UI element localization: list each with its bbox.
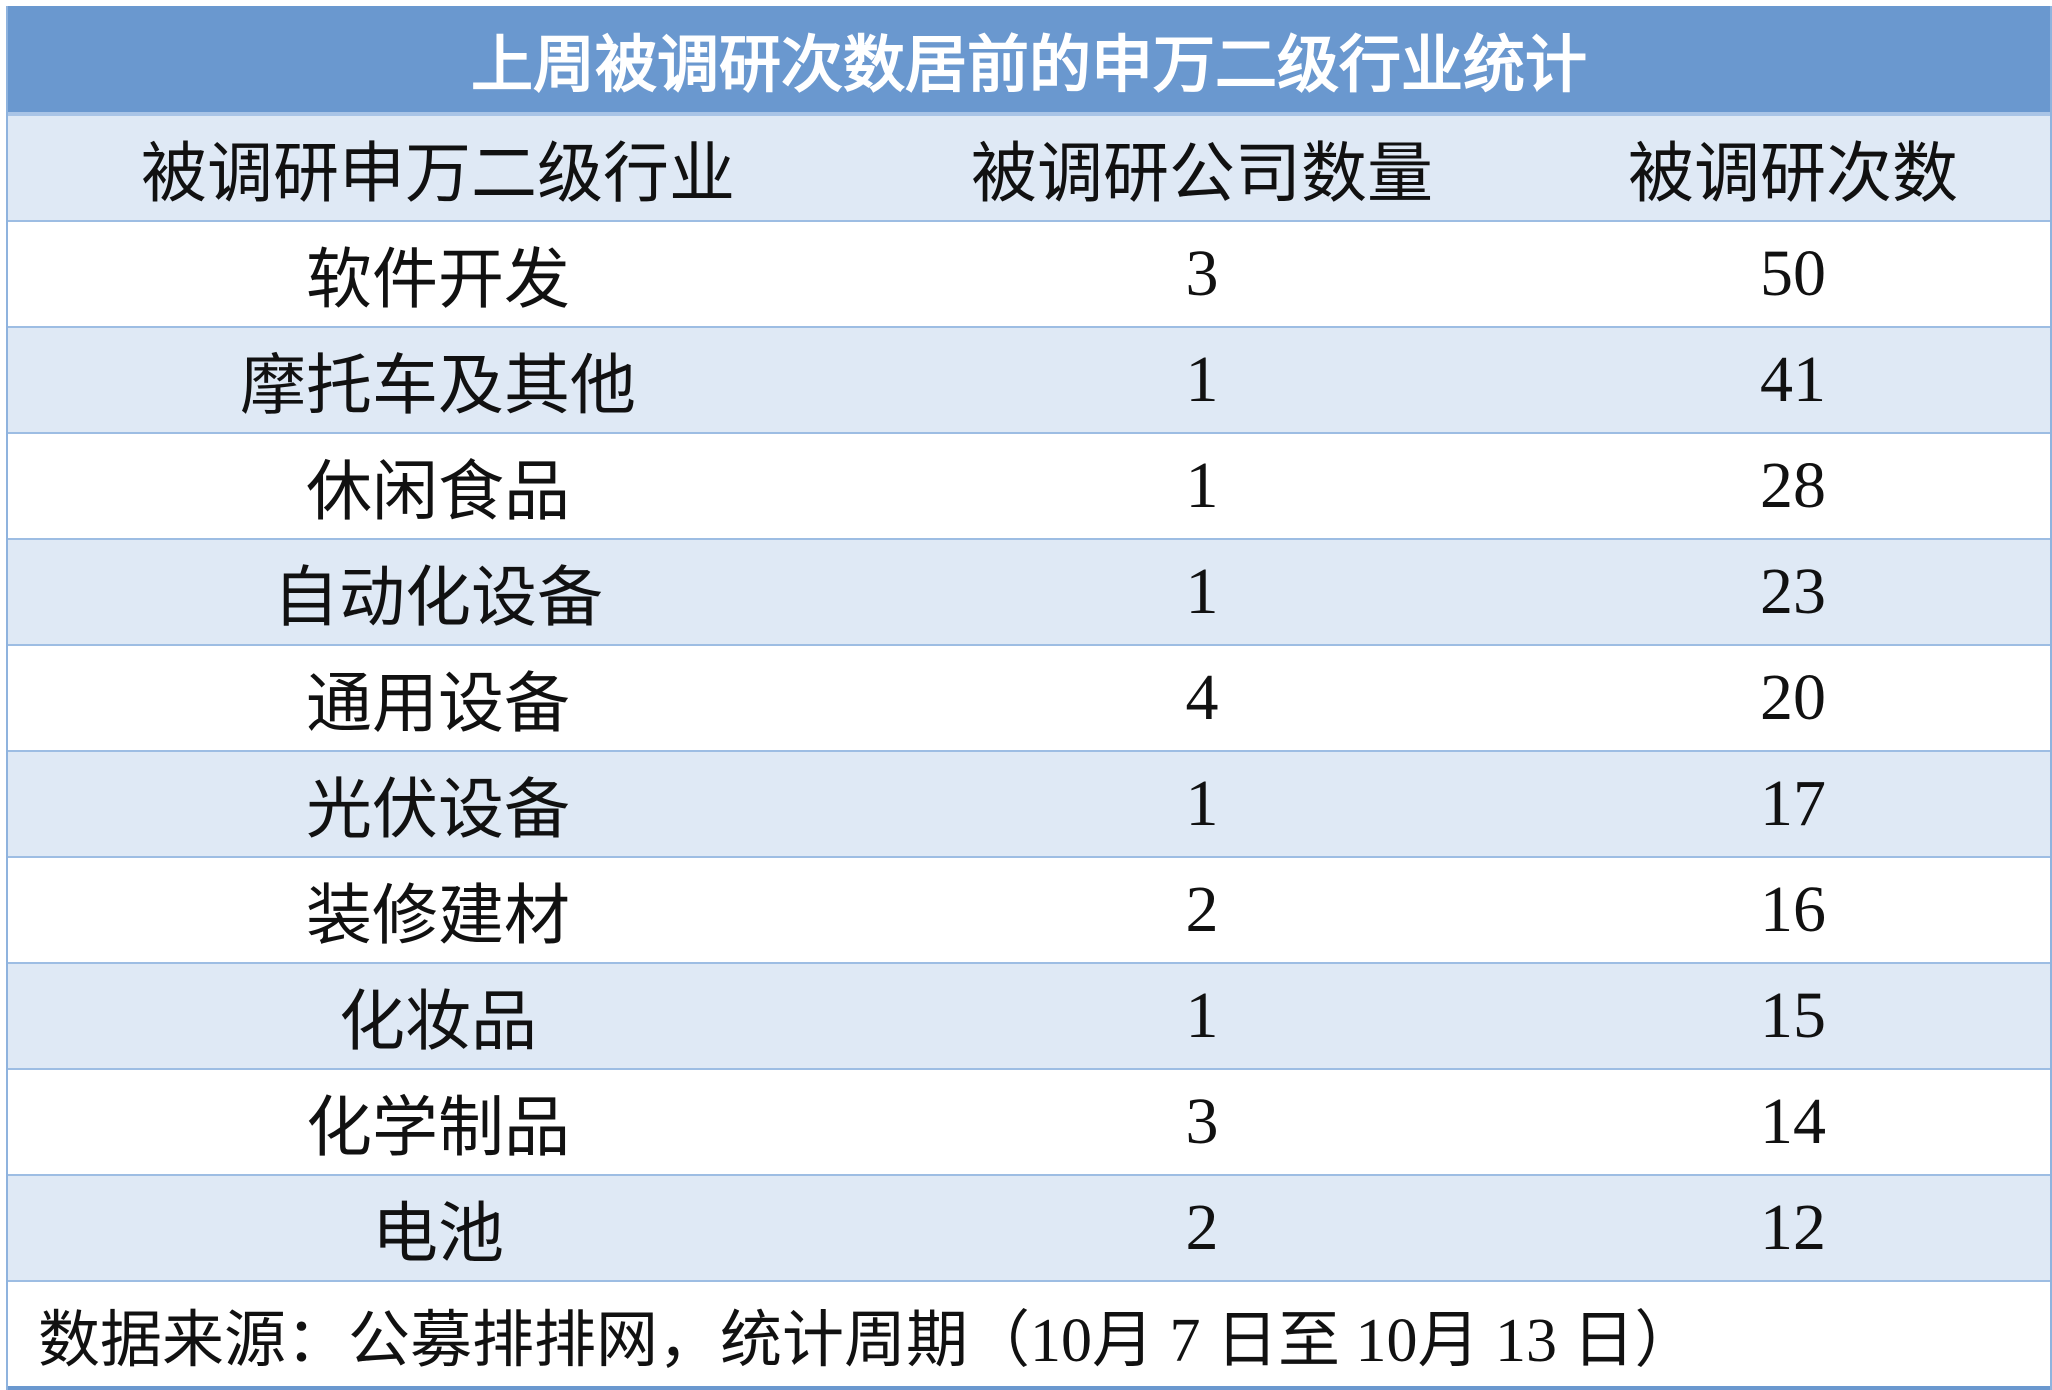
industry-cell: 电池 bbox=[372, 1198, 504, 1271]
industry-table: 上周被调研次数居前的申万二级行业统计 被调研申万二级行业 被调研公司数量 被调研… bbox=[6, 6, 2052, 1390]
industry-cell: 装修建材 bbox=[306, 880, 570, 953]
data-source-note: 数据来源：公募排排网，统计周期（10月 7 日至 10月 13 日） bbox=[8, 1282, 2050, 1390]
table-row: 软件开发 3 50 bbox=[8, 222, 2050, 328]
surveys-cell: 28 bbox=[1760, 449, 1826, 522]
companies-cell: 1 bbox=[1185, 343, 1219, 416]
table-row: 摩托车及其他 1 41 bbox=[8, 328, 2050, 434]
companies-cell: 1 bbox=[1185, 449, 1219, 522]
companies-cell: 3 bbox=[1185, 237, 1219, 310]
surveys-cell: 41 bbox=[1760, 343, 1826, 416]
companies-cell: 1 bbox=[1185, 555, 1219, 628]
column-header-companies: 被调研公司数量 bbox=[971, 138, 1433, 211]
table-row: 电池 2 12 bbox=[8, 1176, 2050, 1282]
surveys-cell: 50 bbox=[1760, 237, 1826, 310]
surveys-cell: 14 bbox=[1760, 1085, 1826, 1158]
industry-cell: 休闲食品 bbox=[306, 456, 570, 529]
table-header-row: 被调研申万二级行业 被调研公司数量 被调研次数 bbox=[8, 116, 2050, 222]
table-row: 休闲食品 1 28 bbox=[8, 434, 2050, 540]
table-row: 装修建材 2 16 bbox=[8, 858, 2050, 964]
industry-cell: 摩托车及其他 bbox=[240, 350, 636, 423]
column-header-surveys: 被调研次数 bbox=[1628, 138, 1958, 211]
industry-cell: 光伏设备 bbox=[306, 774, 570, 847]
surveys-cell: 20 bbox=[1760, 661, 1826, 734]
companies-cell: 3 bbox=[1185, 1085, 1219, 1158]
companies-cell: 4 bbox=[1185, 661, 1219, 734]
table-row: 化学制品 3 14 bbox=[8, 1070, 2050, 1176]
table-title: 上周被调研次数居前的申万二级行业统计 bbox=[8, 6, 2050, 116]
industry-cell: 自动化设备 bbox=[273, 562, 603, 635]
table-row: 通用设备 4 20 bbox=[8, 646, 2050, 752]
companies-cell: 1 bbox=[1185, 979, 1219, 1052]
industry-cell: 软件开发 bbox=[306, 244, 570, 317]
industry-cell: 通用设备 bbox=[306, 668, 570, 741]
column-header-industry: 被调研申万二级行业 bbox=[141, 138, 735, 211]
surveys-cell: 17 bbox=[1760, 767, 1826, 840]
table-row: 光伏设备 1 17 bbox=[8, 752, 2050, 858]
companies-cell: 2 bbox=[1185, 1191, 1219, 1264]
surveys-cell: 16 bbox=[1760, 873, 1826, 946]
companies-cell: 1 bbox=[1185, 767, 1219, 840]
table-row: 化妆品 1 15 bbox=[8, 964, 2050, 1070]
surveys-cell: 12 bbox=[1760, 1191, 1826, 1264]
industry-cell: 化学制品 bbox=[306, 1092, 570, 1165]
industry-cell: 化妆品 bbox=[339, 986, 537, 1059]
surveys-cell: 15 bbox=[1760, 979, 1826, 1052]
table-row: 自动化设备 1 23 bbox=[8, 540, 2050, 646]
surveys-cell: 23 bbox=[1760, 555, 1826, 628]
companies-cell: 2 bbox=[1185, 873, 1219, 946]
